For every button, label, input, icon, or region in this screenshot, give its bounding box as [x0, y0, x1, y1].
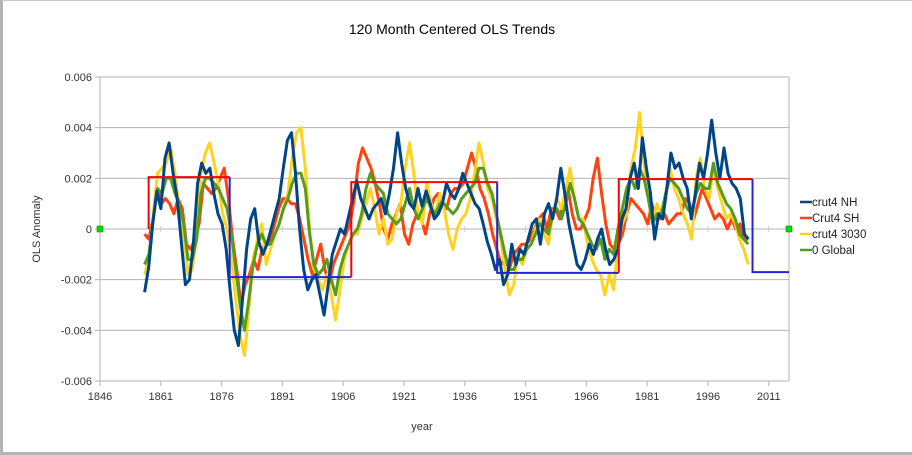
zero-marker-left [96, 225, 104, 233]
x-tick-label: 1951 [513, 391, 537, 403]
x-tick-label: 1891 [270, 391, 294, 403]
legend-item: crut4 NH [800, 197, 857, 209]
gridlines [100, 76, 789, 382]
series-lines [143, 111, 750, 358]
x-tick-label: 1906 [331, 391, 355, 403]
y-tick-label: 0 [86, 224, 92, 236]
x-tick-label: 1936 [453, 391, 477, 403]
x-tick-label: 1846 [88, 391, 112, 403]
series-line-crut4-3030 [143, 111, 750, 358]
positive-trend-step-3 [617, 178, 753, 273]
axes [95, 76, 790, 386]
y-tick-label: -0.002 [61, 275, 92, 287]
legend-item: Crut4 SH [800, 213, 859, 225]
x-tick-label: 2011 [757, 391, 781, 403]
positive-trend-step-1 [147, 176, 230, 229]
x-tick-label: 1921 [392, 391, 416, 403]
x-tick-label: 1996 [696, 391, 720, 403]
series-line-0-global [143, 161, 750, 332]
x-tick-label: 1876 [209, 391, 233, 403]
legend-item: 0 Global [800, 245, 855, 257]
y-tick-labels: 0.006 0.004 0.002 0 -0.002 -0.004 -0.006 [61, 72, 92, 388]
negative-trend-step-2 [496, 182, 619, 274]
negative-trend-step-3 [751, 179, 789, 274]
x-tick-label: 1861 [149, 391, 173, 403]
zero-marker-right [785, 225, 793, 233]
y-tick-label: 0.006 [64, 72, 92, 84]
legend-item: crut4 3030 [800, 229, 866, 241]
x-tick-label: 1981 [635, 391, 659, 403]
y-tick-label: -0.004 [61, 325, 92, 337]
negative-trend-step-1 [228, 177, 352, 279]
step-overlays [147, 176, 789, 279]
positive-trend-step-2 [350, 181, 498, 278]
y-tick-label: 0.004 [64, 123, 92, 135]
chart-title: 120 Month Centered OLS Trends [349, 21, 555, 37]
series-line-crut4-nh [143, 118, 750, 347]
legend-label: crut4 NH [812, 197, 857, 209]
x-tick-labels: 1846 1861 1876 1891 1906 1921 1936 1951 1966 1981… [88, 391, 781, 403]
x-tick-label: 1966 [574, 391, 598, 403]
y-tick-label: -0.006 [61, 376, 92, 388]
legend: crut4 NH Crut4 SH crut4 3030 0 Global [800, 197, 866, 257]
legend-label: crut4 3030 [812, 229, 866, 241]
y-axis-label: OLS Anomaly [31, 195, 43, 263]
zero-markers [96, 225, 793, 233]
x-axis-label: year [411, 421, 433, 433]
legend-label: Crut4 SH [812, 213, 859, 225]
y-tick-label: 0.002 [64, 173, 92, 185]
legend-label: 0 Global [812, 245, 855, 257]
